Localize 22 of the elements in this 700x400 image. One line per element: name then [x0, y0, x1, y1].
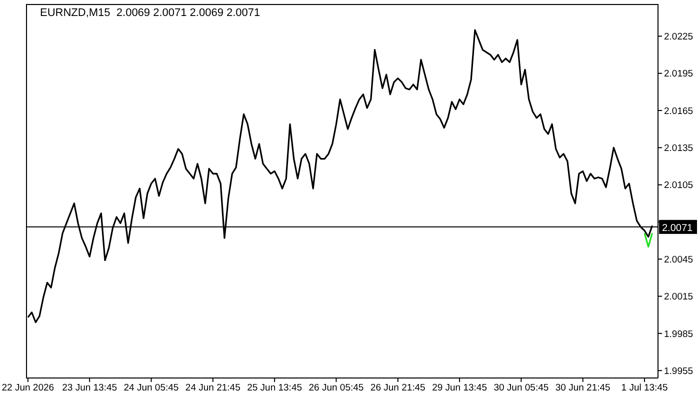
y-tick-label: 2.0225 — [664, 32, 694, 43]
x-tick-label: 1 Jul 13:45 — [621, 382, 668, 394]
chart-title: EURNZD,M15 2.0069 2.0071 2.0069 2.0071 — [40, 7, 260, 19]
y-tick-label: 2.0105 — [664, 180, 694, 192]
y-tick-label: 2.0195 — [664, 68, 694, 80]
x-tick-label: 25 Jun 13:45 — [247, 382, 302, 394]
y-tick-label: 1.9955 — [664, 366, 694, 377]
x-tick-label: 26 Jun 21:45 — [370, 382, 426, 394]
x-tick-label: 24 Jun 05:45 — [124, 382, 179, 394]
y-tick-label: 2.0015 — [664, 292, 694, 303]
ref-line-label: 2.0071 — [662, 222, 694, 234]
x-tick-label: 30 Jun 21:45 — [555, 382, 610, 394]
y-tick-label: 2.0165 — [664, 106, 694, 117]
x-tick-label: 30 Jun 05:45 — [494, 382, 549, 394]
x-tick-label: 26 Jun 05:45 — [308, 382, 364, 394]
y-tick-label: 2.0045 — [664, 254, 694, 266]
y-tick-label: 1.9985 — [664, 328, 694, 340]
x-tick-label: 24 Jun 21:45 — [185, 382, 240, 394]
x-tick-label: 29 Jun 13:45 — [432, 382, 488, 394]
y-tick-label: 2.0135 — [664, 143, 694, 154]
x-tick-label: 22 Jun 2026 — [2, 382, 54, 394]
x-tick-label: 23 Jun 13:45 — [62, 382, 118, 394]
